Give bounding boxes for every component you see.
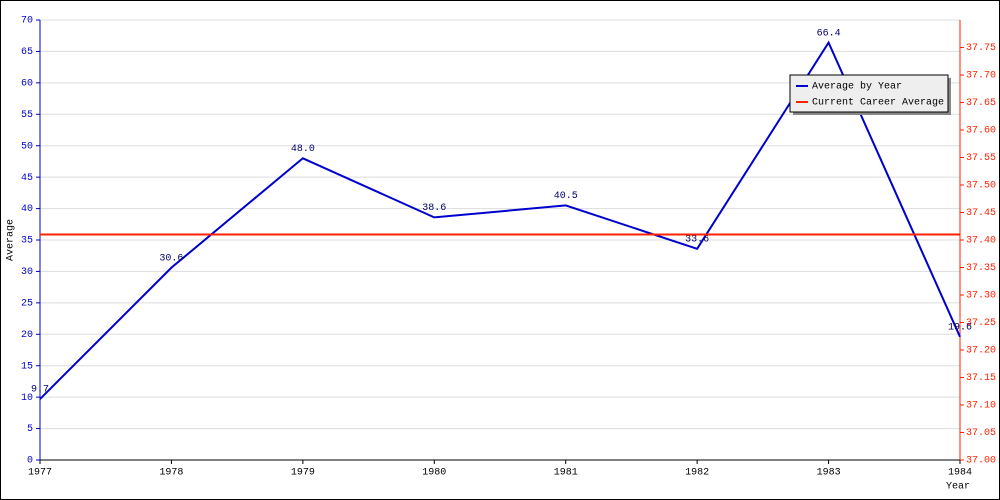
y2-tick-label: 37.00 xyxy=(966,456,996,467)
y-tick-label: 25 xyxy=(21,298,33,309)
y2-tick-label: 37.05 xyxy=(966,428,996,439)
y2-tick-label: 37.60 xyxy=(966,126,996,137)
y2-tick-label: 37.35 xyxy=(966,263,996,274)
x-tick-label: 1977 xyxy=(28,468,52,479)
y2-tick-label: 37.20 xyxy=(966,346,996,357)
data-label: 48.0 xyxy=(291,144,315,155)
y2-tick-label: 37.10 xyxy=(966,401,996,412)
data-label: 30.6 xyxy=(159,253,183,264)
y2-tick-label: 37.50 xyxy=(966,181,996,192)
legend-box xyxy=(789,74,949,113)
data-label: 38.6 xyxy=(422,203,446,214)
y-tick-label: 15 xyxy=(21,361,33,372)
data-label: 40.5 xyxy=(554,191,578,202)
y-tick-label: 0 xyxy=(27,456,33,467)
y2-tick-label: 37.45 xyxy=(966,208,996,219)
y2-tick-label: 37.75 xyxy=(966,43,996,54)
y2-tick-label: 37.70 xyxy=(966,71,996,82)
y-axis-label: Average xyxy=(6,219,17,261)
y-tick-label: 20 xyxy=(21,330,33,341)
y2-tick-label: 37.65 xyxy=(966,98,996,109)
x-tick-label: 1983 xyxy=(817,468,841,479)
y2-tick-label: 37.30 xyxy=(966,291,996,302)
y-tick-label: 50 xyxy=(21,141,33,152)
y-tick-label: 55 xyxy=(21,110,33,121)
y2-tick-label: 37.40 xyxy=(966,236,996,247)
data-label: 9.7 xyxy=(31,385,49,396)
y-tick-label: 65 xyxy=(21,47,33,58)
data-label: 19.6 xyxy=(948,322,972,333)
legend-label: Average by Year xyxy=(812,81,902,93)
x-axis-label: Year xyxy=(946,482,970,493)
y-tick-label: 70 xyxy=(21,16,33,27)
y-tick-label: 60 xyxy=(21,78,33,89)
data-label: 66.4 xyxy=(817,28,841,39)
y2-tick-label: 37.15 xyxy=(966,373,996,384)
y2-tick-label: 37.25 xyxy=(966,318,996,329)
y-tick-label: 5 xyxy=(27,424,33,435)
y-tick-label: 40 xyxy=(21,204,33,215)
x-tick-label: 1981 xyxy=(554,468,578,479)
y-tick-label: 45 xyxy=(21,173,33,184)
y-tick-label: 35 xyxy=(21,236,33,247)
y-tick-label: 10 xyxy=(21,393,33,404)
legend-label: Current Career Average xyxy=(812,98,944,109)
x-tick-label: 1984 xyxy=(948,468,972,479)
y-tick-label: 30 xyxy=(21,267,33,278)
x-tick-label: 1979 xyxy=(291,468,315,479)
x-tick-label: 1982 xyxy=(685,468,709,479)
data-label: 33.6 xyxy=(685,234,709,245)
x-tick-label: 1980 xyxy=(422,468,446,479)
y2-tick-label: 37.55 xyxy=(966,153,996,164)
x-tick-label: 1978 xyxy=(159,468,183,479)
